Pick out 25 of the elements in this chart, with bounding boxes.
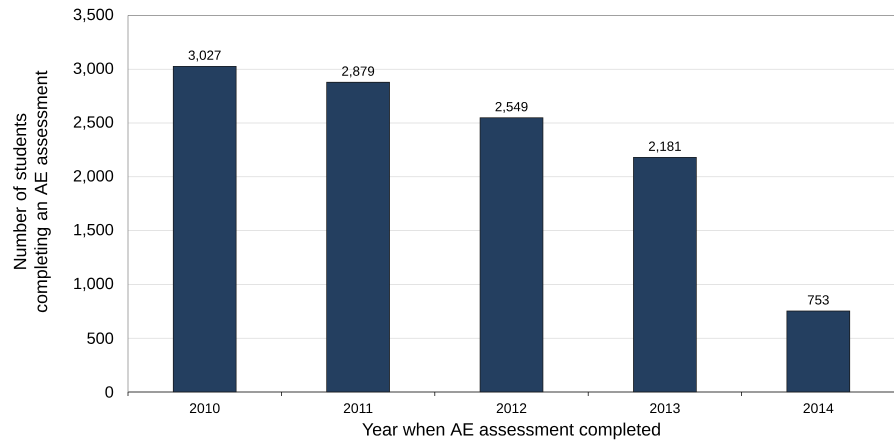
y-tick-label: 500 [87, 332, 114, 344]
y-tick-label: 1,000 [74, 278, 114, 292]
y-tick-label: 1,500 [74, 224, 114, 238]
data-label: 2,181 [648, 142, 681, 153]
x-tick-label: 2013 [650, 403, 680, 414]
x-tick-label: 2011 [344, 403, 372, 414]
y-tick-label: 3,000 [74, 62, 114, 76]
y-tick-label: 3,500 [74, 8, 114, 22]
y-tick-label: 0 [105, 386, 114, 398]
x-axis-title: Year when AE assessment completed [362, 422, 660, 440]
data-label: 2,879 [342, 66, 374, 78]
bar [480, 117, 544, 392]
x-tick-label: 2014 [804, 403, 834, 414]
bar [326, 82, 390, 392]
x-tick-label: 2010 [190, 403, 220, 414]
bar [633, 156, 697, 392]
y-axis-title: Number of students completing an AE assessment [13, 70, 51, 312]
data-label: 3,027 [188, 50, 221, 62]
y-tick-label: 2,000 [74, 170, 114, 184]
bar [786, 310, 850, 392]
data-label: 753 [808, 295, 829, 305]
bar [172, 66, 236, 392]
x-tick-label: 2012 [496, 403, 526, 414]
data-label: 2,549 [496, 102, 528, 113]
y-tick-label: 2,500 [74, 116, 114, 130]
